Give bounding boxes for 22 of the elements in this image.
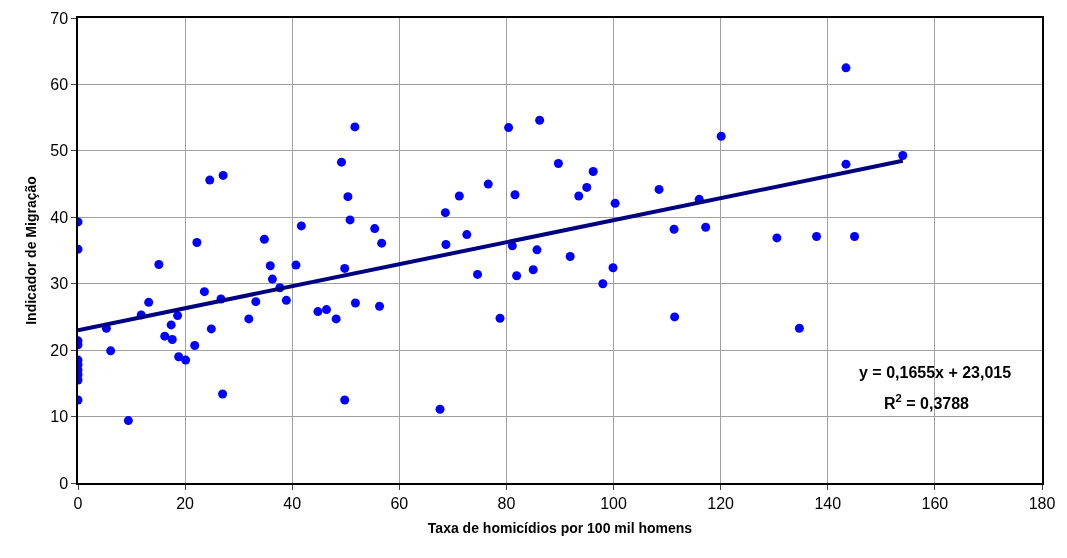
y-tick-label: 10 — [50, 408, 69, 426]
x-tick-label: 40 — [283, 494, 302, 512]
x-tick-label: 80 — [497, 494, 516, 512]
x-tick-label: 120 — [707, 494, 735, 512]
y-tick-label: 50 — [50, 142, 69, 160]
x-tick-label: 20 — [176, 494, 195, 512]
y-axis-title: Indicador de Migração — [23, 176, 40, 325]
x-tick-label: 0 — [73, 494, 83, 512]
y-tick-label: 70 — [50, 9, 69, 27]
x-tick-label: 140 — [814, 494, 842, 512]
x-axis-title: Taxa de homicídios por 100 mil homens — [427, 519, 693, 536]
y-tick-label: 40 — [50, 208, 69, 226]
x-tick-label: 60 — [390, 494, 409, 512]
x-tick-label: 160 — [921, 494, 949, 512]
x-tick-label: 180 — [1028, 494, 1056, 512]
annotation: y = 0,1655x + 23,015 — [859, 364, 1012, 381]
y-tick-label: 30 — [50, 275, 69, 293]
annotation: R$^{2}$ = 0,3788 — [884, 392, 970, 412]
y-tick-label: 60 — [50, 76, 69, 94]
y-tick-label: 0 — [59, 474, 69, 492]
x-tick-label: 100 — [600, 494, 628, 512]
y-tick-label: 20 — [50, 341, 69, 359]
